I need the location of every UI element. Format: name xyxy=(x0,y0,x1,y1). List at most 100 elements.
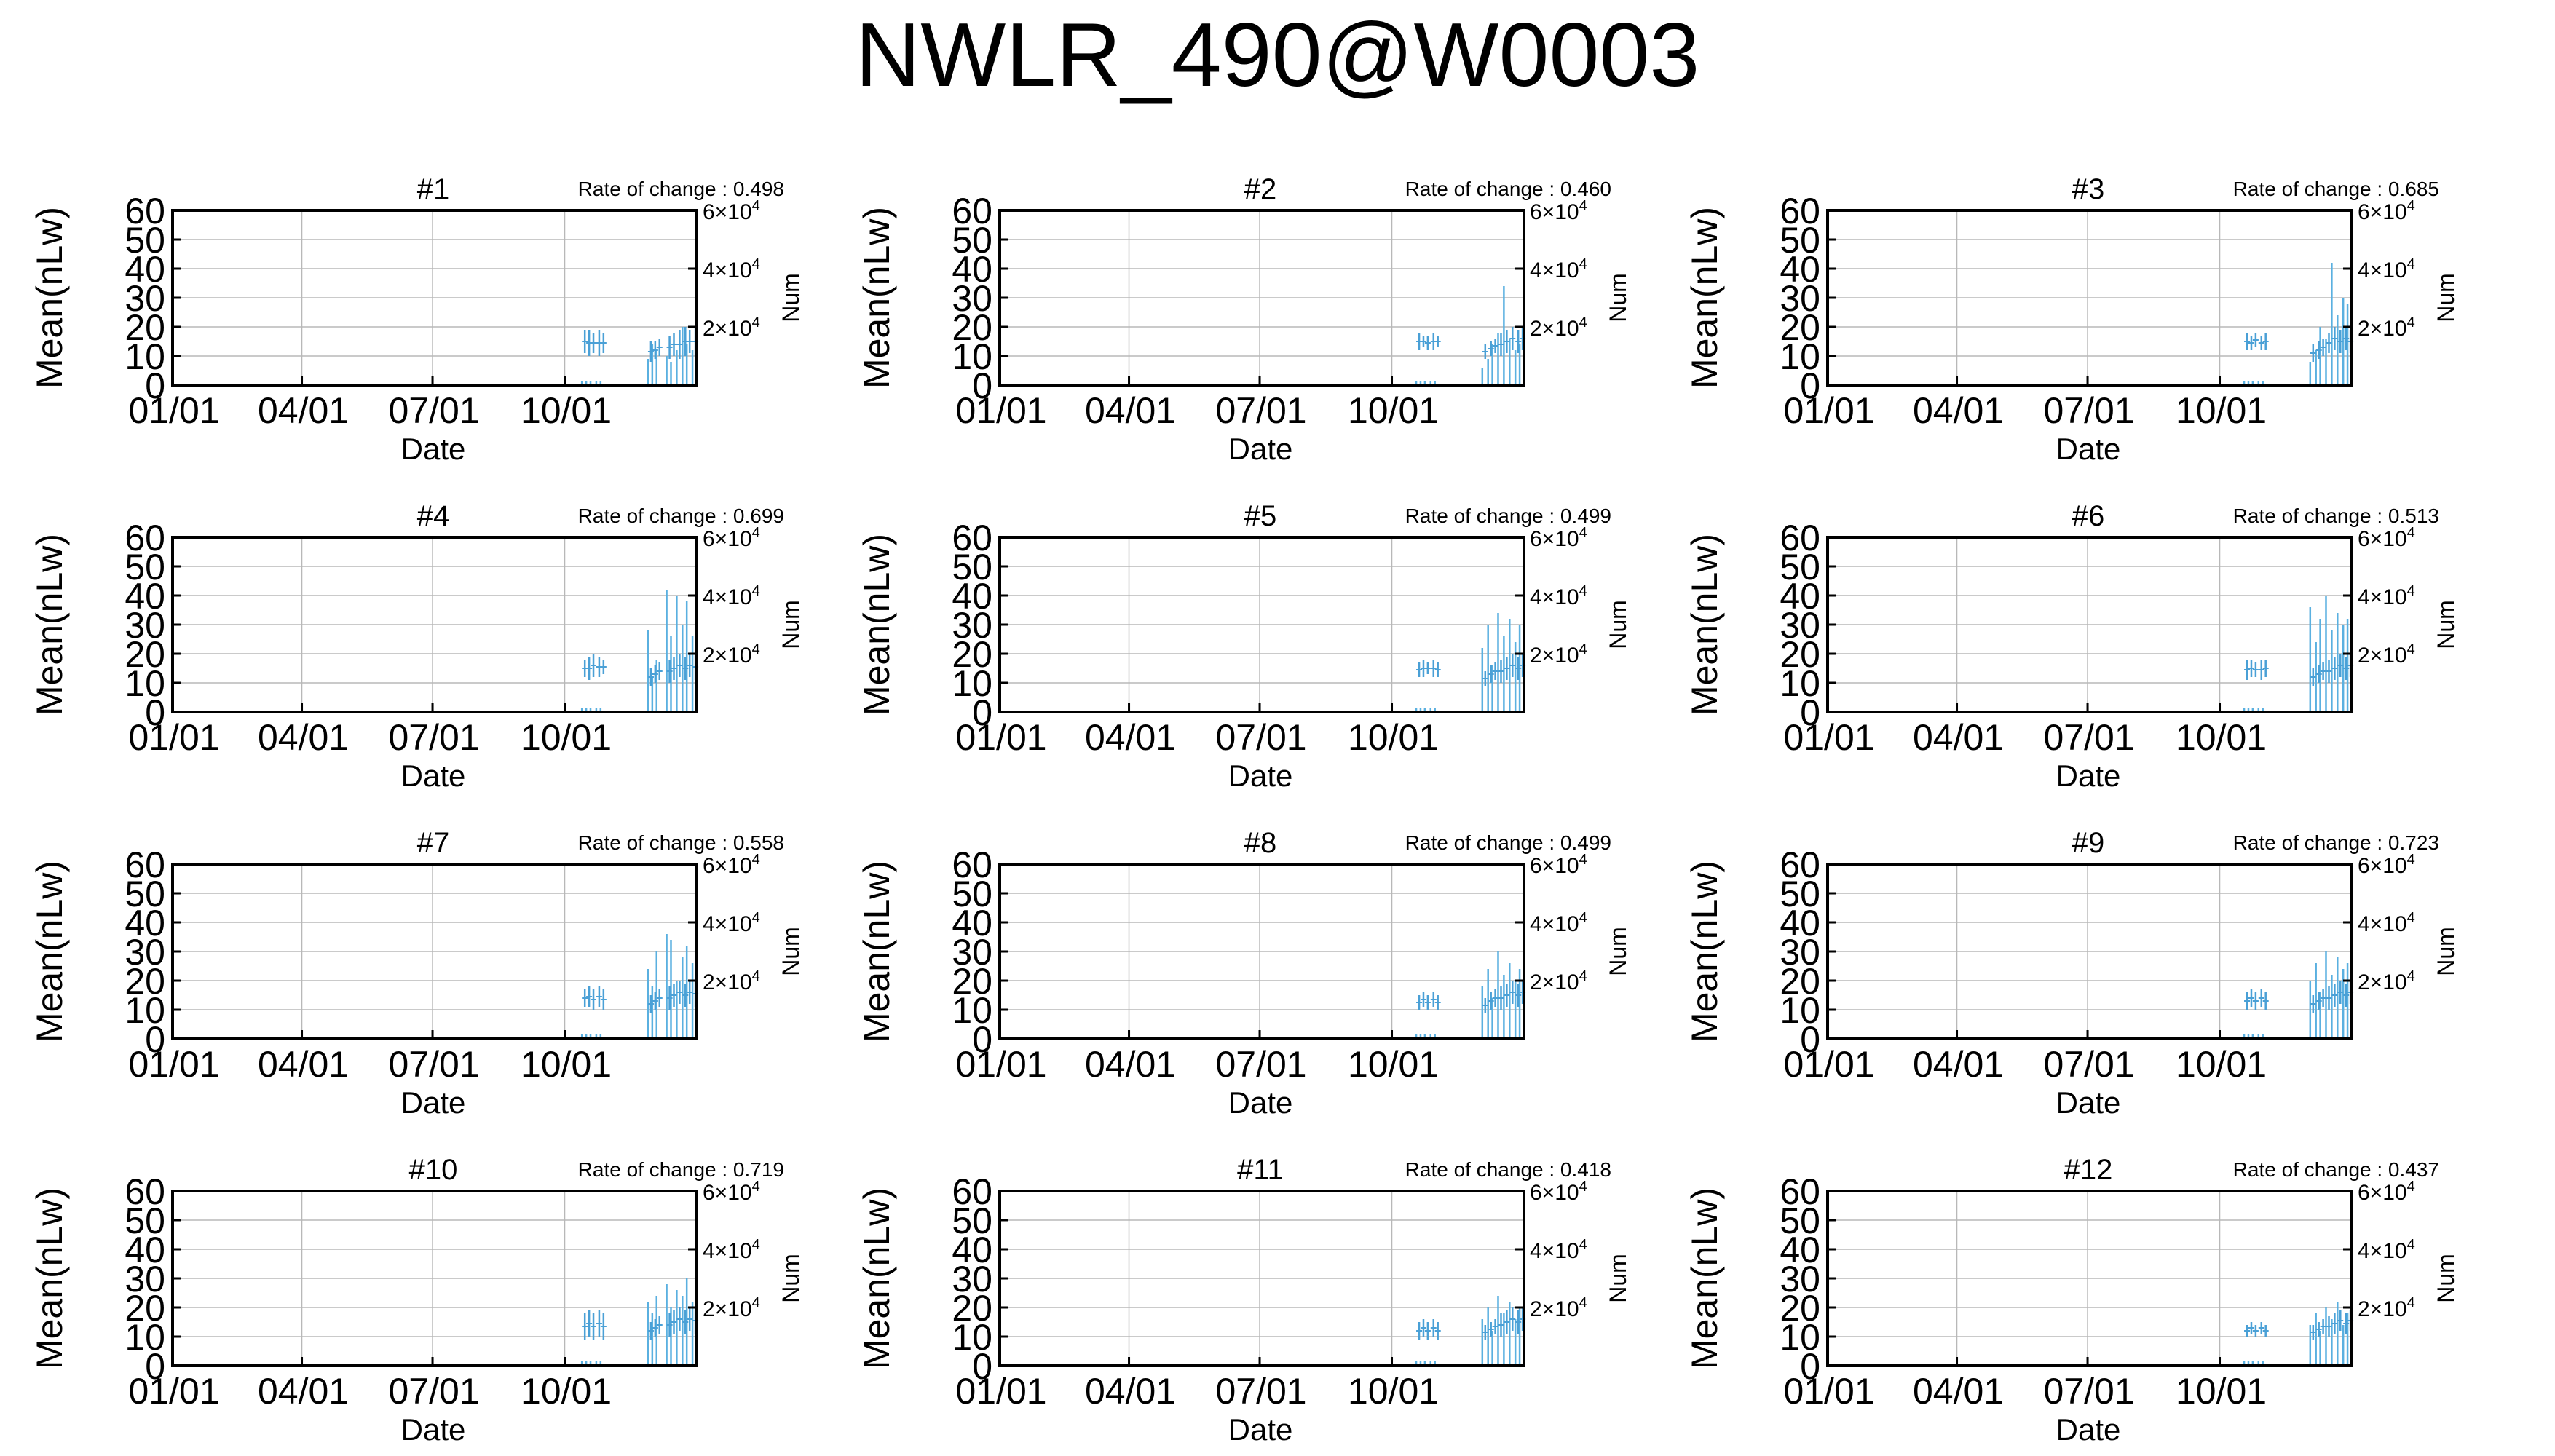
x-tick-label: 07/01 xyxy=(1215,717,1306,758)
y-tick-label: 50 xyxy=(1780,220,1820,261)
y-axis-label: Mean(nLw) xyxy=(856,207,897,389)
y2-axis-label: Num xyxy=(2433,600,2459,649)
y-tick-label: 40 xyxy=(1780,576,1820,617)
y2-tick-label: 2×104 xyxy=(2358,968,2415,994)
x-tick-label: 10/01 xyxy=(2176,1371,2267,1412)
y-tick-label: 60 xyxy=(125,1171,165,1212)
x-tick-label: 04/01 xyxy=(258,717,349,758)
y-tick-label: 60 xyxy=(125,191,165,232)
y-tick-label: 10 xyxy=(952,663,992,704)
y-tick-label: 30 xyxy=(952,1259,992,1299)
x-tick-label: 01/01 xyxy=(128,1044,219,1085)
y-tick-label: 40 xyxy=(1780,1230,1820,1270)
y2-tick-label: 4×104 xyxy=(2358,1237,2415,1263)
y-axis-label: Mean(nLw) xyxy=(29,1187,70,1369)
y2-tick-label: 4×104 xyxy=(2358,256,2415,282)
y-tick-label: 50 xyxy=(952,547,992,587)
y-tick-label: 50 xyxy=(952,1200,992,1241)
y-tick-label: 40 xyxy=(125,903,165,943)
x-tick-label: 04/01 xyxy=(1913,717,2004,758)
x-tick-label: 01/01 xyxy=(128,1371,219,1412)
rate-of-change-label: Rate of change : 0.460 xyxy=(1405,178,1611,200)
y2-tick-label: 6×104 xyxy=(1530,198,1587,224)
y2-tick-label: 2×104 xyxy=(2358,1295,2415,1321)
panel-title: #1 xyxy=(417,173,450,205)
x-tick-label: 07/01 xyxy=(1215,1044,1306,1085)
y-tick-label: 0 xyxy=(145,1019,165,1060)
y2-tick-label: 2×104 xyxy=(1530,968,1587,994)
y-tick-label: 30 xyxy=(1780,278,1820,319)
y-tick-label: 0 xyxy=(972,692,992,733)
y2-tick-label: 2×104 xyxy=(1530,314,1587,341)
y-tick-label: 30 xyxy=(125,1259,165,1299)
rate-of-change-label: Rate of change : 0.513 xyxy=(2233,505,2439,527)
x-axis-label: Date xyxy=(2056,1412,2121,1447)
y-tick-label: 10 xyxy=(952,990,992,1031)
x-tick-label: 04/01 xyxy=(1085,717,1176,758)
y-tick-label: 20 xyxy=(1780,634,1820,675)
y2-axis-label: Num xyxy=(778,273,804,323)
y-tick-label: 40 xyxy=(125,1230,165,1270)
y-tick-label: 60 xyxy=(952,844,992,885)
x-tick-label: 10/01 xyxy=(1348,717,1439,758)
x-axis-label: Date xyxy=(1228,1412,1293,1447)
y-tick-label: 50 xyxy=(125,874,165,914)
y-tick-label: 10 xyxy=(952,1317,992,1358)
x-tick-label: 10/01 xyxy=(1348,1044,1439,1085)
y-tick-label: 0 xyxy=(972,365,992,406)
y-tick-label: 20 xyxy=(1780,1288,1820,1329)
x-axis-label: Date xyxy=(2056,759,2121,793)
y-tick-label: 20 xyxy=(1780,307,1820,348)
y-tick-label: 50 xyxy=(1780,547,1820,587)
y-axis-label: Mean(nLw) xyxy=(1684,534,1725,716)
x-tick-label: 01/01 xyxy=(1783,1371,1874,1412)
x-tick-label: 01/01 xyxy=(955,1044,1046,1085)
y2-tick-label: 6×104 xyxy=(2358,1179,2415,1205)
x-axis-label: Date xyxy=(1228,759,1293,793)
y2-axis-label: Num xyxy=(778,1254,804,1303)
y2-tick-label: 2×104 xyxy=(703,968,760,994)
y-axis-label: Mean(nLw) xyxy=(856,860,897,1042)
y-tick-label: 50 xyxy=(952,874,992,914)
y2-tick-label: 4×104 xyxy=(1530,583,1587,609)
y2-tick-label: 6×104 xyxy=(1530,1179,1587,1205)
y-tick-label: 60 xyxy=(125,844,165,885)
y-tick-label: 30 xyxy=(125,605,165,646)
panel-title: #2 xyxy=(1244,173,1277,205)
y2-tick-label: 2×104 xyxy=(2358,641,2415,668)
y2-tick-label: 4×104 xyxy=(1530,910,1587,936)
y-tick-label: 50 xyxy=(952,220,992,261)
y-tick-label: 20 xyxy=(1780,961,1820,1002)
y-tick-label: 20 xyxy=(952,634,992,675)
x-tick-label: 07/01 xyxy=(2043,1371,2134,1412)
y2-axis-label: Num xyxy=(1605,273,1631,323)
rate-of-change-label: Rate of change : 0.437 xyxy=(2233,1158,2439,1181)
y2-axis-label: Num xyxy=(1605,1254,1631,1303)
rate-of-change-label: Rate of change : 0.499 xyxy=(1405,831,1611,854)
y2-tick-label: 2×104 xyxy=(703,1295,760,1321)
rate-of-change-label: Rate of change : 0.719 xyxy=(578,1158,784,1181)
y-tick-label: 40 xyxy=(1780,903,1820,943)
y2-tick-label: 4×104 xyxy=(703,256,760,282)
y-tick-label: 30 xyxy=(125,278,165,319)
y-tick-label: 30 xyxy=(952,278,992,319)
y2-axis-label: Num xyxy=(778,927,804,976)
y-tick-label: 0 xyxy=(1800,1346,1820,1387)
panel-title: #11 xyxy=(1237,1154,1284,1186)
x-tick-label: 07/01 xyxy=(1215,1371,1306,1412)
y-tick-label: 60 xyxy=(1780,518,1820,558)
y-tick-label: 40 xyxy=(125,576,165,617)
rate-of-change-label: Rate of change : 0.685 xyxy=(2233,178,2439,200)
y-axis-label: Mean(nLw) xyxy=(29,534,70,716)
y-tick-label: 10 xyxy=(1780,990,1820,1031)
y-tick-label: 40 xyxy=(952,903,992,943)
y2-tick-label: 2×104 xyxy=(1530,1295,1587,1321)
y-tick-label: 20 xyxy=(952,307,992,348)
x-tick-label: 01/01 xyxy=(1783,717,1874,758)
x-tick-label: 10/01 xyxy=(2176,1044,2267,1085)
y2-axis-label: Num xyxy=(2433,1254,2459,1303)
y2-tick-label: 2×104 xyxy=(2358,314,2415,341)
